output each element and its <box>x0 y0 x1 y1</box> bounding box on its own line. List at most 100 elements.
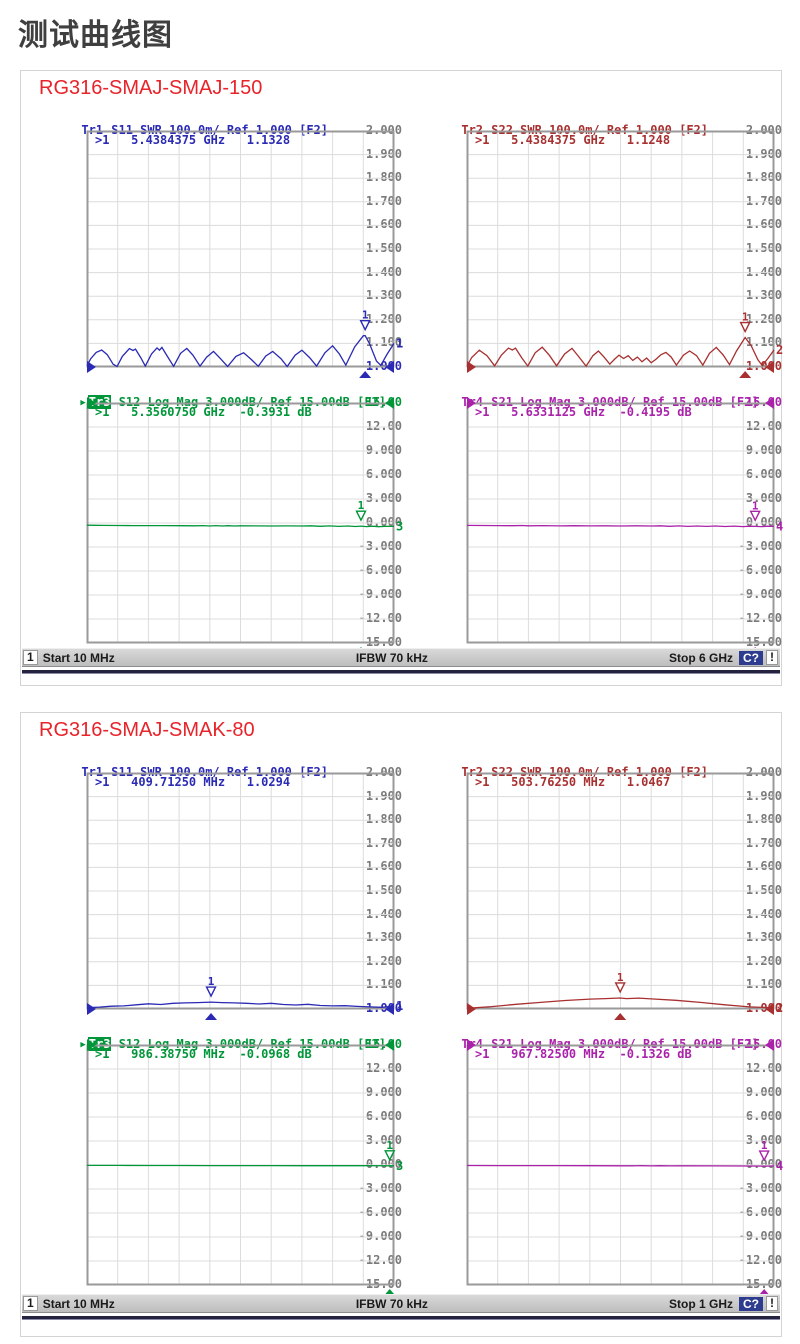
active-trace-arrow-icon: ▶ <box>80 398 86 408</box>
plot-area: 13 <box>86 397 403 654</box>
chart: ▶Tr4 S21 Log Mag 3.000dB/ Ref 15.00dB [F… <box>415 1023 784 1296</box>
marker-triangle-icon <box>739 321 751 334</box>
chart: ▶ Tr3 S12 Log Mag 3.000dB/ Ref 15.00dB [F… <box>35 381 404 654</box>
marker-triangle-icon <box>359 319 371 332</box>
panel-1-title: RG316-SMAJ-SMAJ-150 <box>39 77 263 99</box>
chart: ▶Tr1 S11 SWR 100.0m/ Ref 1.000 [F2] 2.00… <box>35 109 404 378</box>
ref-level-right-arrow-icon <box>765 1003 774 1015</box>
trace-number-label: 1 <box>396 336 403 350</box>
y-tick-label: -12.00 <box>738 1253 782 1267</box>
trace-number-label: 4 <box>776 519 783 533</box>
ref-level-right-arrow-icon <box>385 397 394 409</box>
ref-level-right-arrow-icon <box>385 361 394 373</box>
calibration-status-badge: C? <box>739 1296 763 1311</box>
ref-level-left-arrow-icon <box>467 361 476 373</box>
grid-lines <box>87 403 394 643</box>
start-frequency-label: Start 10 MHz <box>42 1296 115 1311</box>
ref-level-right-arrow-icon <box>385 1003 394 1015</box>
plot-frame <box>466 402 775 644</box>
trace-header: ▶ Tr3 S12 Log Mag 3.000dB/ Ref 15.00dB [F… <box>35 381 404 409</box>
stop-frequency-label: Stop 6 GHz <box>668 650 733 665</box>
plot-frame <box>466 130 775 368</box>
y-tick-label: -3.000 <box>738 539 782 553</box>
plot-area: 12 <box>466 772 783 1020</box>
warning-badge: ! <box>766 1296 778 1311</box>
channel-number-badge: 1 <box>23 650 38 665</box>
trace-line <box>86 524 395 528</box>
plot-frame <box>466 772 775 1010</box>
trace-settings-text: S22 SWR 100.0m/ Ref 1.000 [F2] <box>484 123 709 137</box>
marker-stimulus-arrow-icon <box>739 371 752 378</box>
trace-settings-text: S12 Log Mag 3.000dB/ Ref 15.00dB [F2] <box>111 395 387 409</box>
trace-tag: Tr3 <box>87 1037 112 1051</box>
y-tick-label: -6.000 <box>358 1205 402 1219</box>
marker-readout: >1 5.6331125 GHz -0.4195 dB <box>475 405 692 419</box>
plot-area: 12 <box>466 130 783 378</box>
y-tick-label: -9.000 <box>358 587 402 601</box>
marker-number: 1 <box>617 971 624 984</box>
y-tick-label: -3.000 <box>358 1181 402 1195</box>
chart-body: 15.00 12.00 9.000 6.000 3.000 0.000 -3.000 -6.0… <box>35 1037 404 1296</box>
trace-line <box>466 524 775 528</box>
chart: ▶Tr2 S22 SWR 100.0m/ Ref 1.000 [F2] 2.00… <box>415 109 784 378</box>
marker-number: 1 <box>742 311 749 324</box>
chart-body: 15.00 12.00 9.000 6.000 3.000 0.000 -3.000 -6.0… <box>415 395 784 654</box>
marker-number: 1 <box>208 975 215 988</box>
marker-number: 1 <box>386 1139 393 1152</box>
grid-lines <box>87 131 394 367</box>
marker-readout: >1 5.4384375 GHz 1.1328 <box>95 133 291 147</box>
stop-frequency-label: Stop 1 GHz <box>668 1296 733 1311</box>
ifbw-label: IFBW 70 kHz <box>355 650 428 665</box>
screen-bottom-edge <box>22 1316 780 1320</box>
ref-level-left-arrow-icon <box>467 1039 476 1051</box>
trace-number-label: 4 <box>776 1159 783 1173</box>
marker-readout: >1 5.4384375 GHz 1.1248 <box>475 133 671 147</box>
y-tick-label: -12.00 <box>738 611 782 625</box>
page-title: 测试曲线图 <box>18 19 173 52</box>
ref-level-left-arrow-icon <box>87 397 96 409</box>
plot-area: 11 <box>86 130 403 378</box>
marker-triangle-icon <box>355 510 367 522</box>
marker-readout: >1 986.38750 MHz -0.0968 dB <box>95 1047 312 1061</box>
grid-lines <box>467 403 774 643</box>
trace-line <box>86 334 395 368</box>
ref-level-right-arrow-icon <box>765 397 774 409</box>
test-panel-1: RG316-SMAJ-SMAJ-150 ▶Tr1 S11 SWR 100.0m/… <box>20 70 784 686</box>
calibration-status-badge: C? <box>739 650 763 665</box>
channel-number-badge: 1 <box>23 1296 38 1311</box>
trace-header: ▶ Tr3 S12 Log Mag 3.000dB/ Ref 15.00dB [F… <box>35 1023 404 1051</box>
chart: ▶ Tr3 S12 Log Mag 3.000dB/ Ref 15.00dB [F… <box>35 1023 404 1296</box>
marker-number: 1 <box>358 499 365 512</box>
trace-line <box>466 336 775 368</box>
chart-body: 2.000 1.900 1.800 1.700 1.600 1.500 1.400 1.300… <box>35 765 404 1020</box>
marker-number: 1 <box>362 309 369 322</box>
chart: ▶Tr4 S21 Log Mag 3.000dB/ Ref 15.00dB [F… <box>415 381 784 654</box>
marker-triangle-icon <box>614 982 626 994</box>
plot-area: 13 <box>86 1039 403 1296</box>
grid-lines <box>87 773 394 1009</box>
marker-triangle-icon <box>749 510 761 522</box>
trace-number-label: 2 <box>776 1001 783 1015</box>
ref-level-left-arrow-icon <box>87 1003 96 1015</box>
trace-header: ▶Tr4 S21 Log Mag 3.000dB/ Ref 15.00dB [F… <box>415 1023 784 1051</box>
trace-header: ▶Tr1 S11 SWR 100.0m/ Ref 1.000 [F2] <box>35 109 404 137</box>
ref-level-left-arrow-icon <box>467 397 476 409</box>
ref-level-left-arrow-icon <box>87 1039 96 1051</box>
marker-stimulus-arrow-icon <box>205 1013 218 1020</box>
trace-settings-text: S11 SWR 100.0m/ Ref 1.000 [F2] <box>104 765 329 779</box>
trace-settings-text: S21 Log Mag 3.000dB/ Ref 15.00dB [F2] <box>484 395 759 409</box>
marker-readout: >1 409.71250 MHz 1.0294 <box>95 775 291 789</box>
warning-badge: ! <box>766 650 778 665</box>
trace-tag: Tr3 <box>87 395 112 409</box>
trace-line <box>466 997 775 1009</box>
marker-number: 1 <box>752 499 759 512</box>
trace-settings-text: S21 Log Mag 3.000dB/ Ref 15.00dB [F2] <box>484 1037 759 1051</box>
marker-stimulus-arrow-icon <box>614 1013 627 1020</box>
plot-area: 14 <box>466 397 783 654</box>
trace-settings-text: S12 Log Mag 3.000dB/ Ref 15.00dB [F2] <box>111 1037 387 1051</box>
trace-line <box>86 1001 395 1009</box>
chart-body: 2.000 1.900 1.800 1.700 1.600 1.500 1.400 1.300… <box>35 123 404 378</box>
trace-header: ▶Tr2 S22 SWR 100.0m/ Ref 1.000 [F2] <box>415 109 784 137</box>
marker-readout: >1 5.3560750 GHz -0.3931 dB <box>95 405 312 419</box>
panel-2-statusbar: 1 Start 10 MHz IFBW 70 kHz Stop 1 GHz C?… <box>22 1294 780 1313</box>
